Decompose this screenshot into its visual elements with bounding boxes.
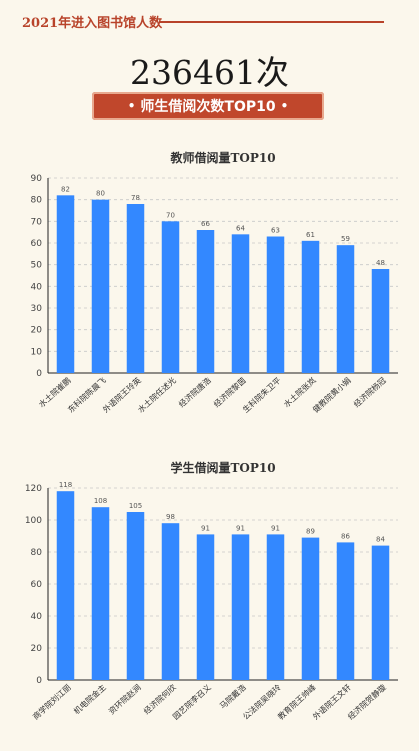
data-label: 84 <box>376 536 385 544</box>
y-tick-label: 10 <box>31 347 43 357</box>
bar <box>56 491 75 680</box>
y-tick-label: 40 <box>31 612 43 622</box>
data-label: 108 <box>94 497 107 505</box>
data-label: 86 <box>341 532 350 540</box>
data-label: 91 <box>271 524 280 532</box>
chart-title: 学生借阅量TOP10 <box>170 460 275 475</box>
bar <box>301 537 320 680</box>
y-tick-label: 0 <box>36 369 42 379</box>
bar <box>196 534 215 680</box>
data-label: 70 <box>166 211 175 219</box>
y-tick-label: 80 <box>31 548 43 558</box>
data-label: 66 <box>201 220 210 228</box>
student-borrow-chart: 学生借阅量TOP10 0 20 40 60 80 100 120 118 商学院刘江丽 108 机电院… <box>25 460 398 722</box>
data-label: 91 <box>236 524 245 532</box>
bar <box>301 240 320 373</box>
data-label: 61 <box>306 231 315 239</box>
bar <box>336 542 355 680</box>
category-label: 马院戴浩 <box>217 682 247 711</box>
category-label: 园艺院李召义 <box>170 682 212 722</box>
bar <box>56 195 75 373</box>
page-title: 2021年进入图书馆人数 <box>22 16 163 31</box>
data-label: 78 <box>131 194 140 202</box>
data-label: 89 <box>306 528 315 536</box>
category-label: 经济院杨冠 <box>351 375 387 409</box>
y-tick-label: 40 <box>31 282 43 292</box>
category-label: 水土院崔鹏 <box>36 375 72 409</box>
title-divider <box>160 21 384 23</box>
y-tick-label: 60 <box>31 239 43 249</box>
bar <box>126 204 145 373</box>
bar <box>231 534 250 680</box>
data-label: 59 <box>341 235 350 243</box>
data-label: 64 <box>236 224 245 232</box>
teacher-borrow-chart: 教师借阅量TOP10010203040506070809082水土院崔鹏80东科… <box>31 150 398 415</box>
category-label: 生科院朱卫平 <box>240 375 282 415</box>
data-label: 82 <box>61 185 70 193</box>
bar <box>266 236 285 373</box>
category-label: 水土院任述光 <box>135 375 177 415</box>
y-tick-label: 0 <box>36 676 42 686</box>
bar <box>336 245 355 373</box>
bar <box>196 230 215 373</box>
bar <box>371 269 390 373</box>
data-label: 91 <box>201 524 210 532</box>
bar <box>161 523 180 680</box>
y-tick-label: 70 <box>31 217 43 227</box>
data-label: 48 <box>376 259 385 267</box>
bar <box>161 221 180 373</box>
category-label: 经济院何欣 <box>141 682 177 716</box>
section-banner: • 师生借阅次数TOP10 • <box>92 92 324 120</box>
bar <box>371 545 390 680</box>
bar <box>266 534 285 680</box>
bar <box>91 507 110 680</box>
y-tick-label: 60 <box>31 580 43 590</box>
y-tick-label: 20 <box>31 644 43 654</box>
banner-label: 师生借阅次数TOP10 <box>140 99 276 115</box>
bar <box>126 512 145 680</box>
data-label: 118 <box>59 481 72 489</box>
category-label: 机电院金主 <box>71 682 107 716</box>
y-tick-label: 100 <box>25 516 42 526</box>
total-visits: 236461次 <box>130 53 289 92</box>
category-label: 经济院唐浩 <box>176 375 212 409</box>
category-label: 商学院刘江丽 <box>30 682 72 722</box>
data-label: 98 <box>166 513 175 521</box>
y-tick-label: 30 <box>31 304 43 314</box>
category-label: 健教院黄小娟 <box>310 375 352 415</box>
bar <box>91 199 110 373</box>
category-label: 经济院黎茵 <box>211 375 247 409</box>
bar <box>231 234 250 373</box>
y-tick-label: 20 <box>31 326 43 336</box>
category-label: 经济院贺静璇 <box>345 682 387 722</box>
chart-title: 教师借阅量TOP10 <box>169 150 275 165</box>
y-tick-label: 50 <box>31 261 43 271</box>
banner-dot-right: • <box>280 99 289 113</box>
data-label: 105 <box>129 502 142 510</box>
data-label: 63 <box>271 227 280 235</box>
y-tick-label: 80 <box>31 196 43 206</box>
data-label: 80 <box>96 190 105 198</box>
category-label: 资环院赵涧 <box>106 682 142 716</box>
y-tick-label: 90 <box>31 174 43 184</box>
banner-dot-left: • <box>127 99 136 113</box>
y-tick-label: 120 <box>25 484 42 494</box>
category-label: 水土院张岚 <box>281 375 317 409</box>
